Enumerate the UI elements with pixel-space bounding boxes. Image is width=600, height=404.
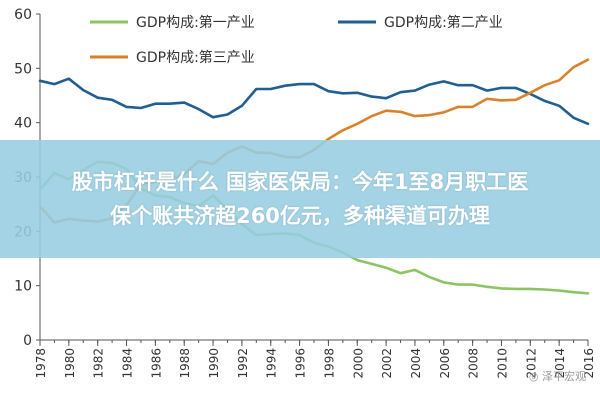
x-tick-label: 2014 bbox=[553, 348, 567, 379]
y-tick-label: 40 bbox=[14, 116, 32, 132]
x-tick-label: 2002 bbox=[380, 348, 394, 379]
watermark: ◎ 泽平宏观 bbox=[528, 370, 586, 383]
legend-label-1: GDP构成:第一产业 bbox=[136, 14, 255, 31]
legend-label-2: GDP构成:第二产业 bbox=[384, 14, 503, 31]
y-tick-label: 50 bbox=[14, 61, 32, 77]
headline-line-2: 保个账共济超260亿元，多种渠道可办理 bbox=[110, 204, 490, 228]
x-tick-label: 1998 bbox=[322, 348, 336, 379]
headline-line-1: 股市杠杆是什么 国家医保局：今年1至8月职工医 bbox=[71, 170, 529, 194]
headline-banner[interactable]: 股市杠杆是什么 国家医保局：今年1至8月职工医 保个账共济超260亿元，多种渠道… bbox=[0, 140, 600, 258]
x-tick-label: 1988 bbox=[178, 348, 192, 379]
y-tick-label: 0 bbox=[23, 333, 32, 349]
legend-label-3: GDP构成:第三产业 bbox=[136, 49, 255, 66]
x-tick-label: 1978 bbox=[34, 348, 48, 379]
x-tick-label: 2004 bbox=[409, 348, 423, 379]
x-tick-label: 2016 bbox=[582, 348, 596, 379]
x-tick-label: 2008 bbox=[467, 348, 481, 379]
x-tick-label: 1986 bbox=[149, 348, 163, 379]
y-tick-label: 10 bbox=[14, 279, 32, 295]
x-tick-label: 1992 bbox=[236, 348, 250, 379]
x-tick-label: 1996 bbox=[294, 348, 308, 379]
y-tick-label: 60 bbox=[14, 7, 32, 23]
series-line-2 bbox=[38, 77, 590, 126]
x-tick-label: 2012 bbox=[524, 348, 538, 379]
x-tick-label: 1982 bbox=[92, 348, 106, 379]
x-tick-label: 2000 bbox=[351, 348, 365, 379]
x-tick-label: 1990 bbox=[207, 348, 221, 379]
x-tick-label: 1994 bbox=[265, 348, 279, 379]
x-tick-label: 1980 bbox=[63, 348, 77, 379]
x-tick-label: 1984 bbox=[121, 348, 135, 379]
x-tick-label: 2006 bbox=[438, 348, 452, 379]
x-tick-label: 2010 bbox=[495, 348, 509, 379]
legend: GDP构成:第一产业 GDP构成:第二产业 GDP构成:第三产业 bbox=[90, 14, 503, 66]
